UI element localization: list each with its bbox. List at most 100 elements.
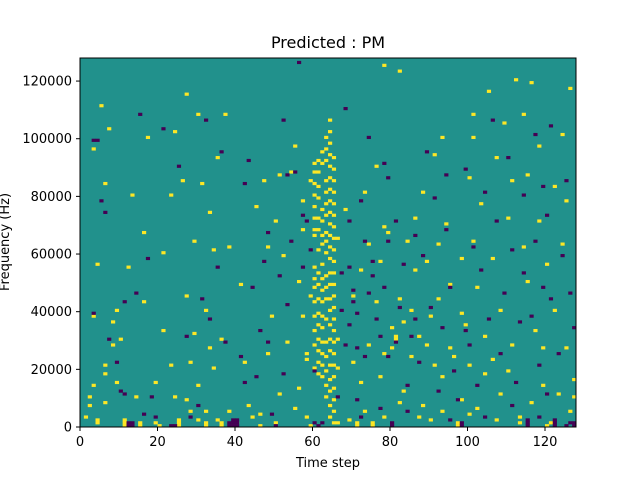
heatmap-cell-high: [320, 300, 325, 304]
heatmap-cell-high: [545, 424, 550, 428]
heatmap-cell-low: [219, 150, 224, 154]
heatmap-cell-high: [308, 294, 313, 298]
heatmap-cell-low: [161, 127, 166, 131]
heatmap-cell-low: [374, 317, 379, 321]
heatmap-cell-high: [421, 403, 426, 408]
heatmap-cell-low: [254, 375, 259, 379]
heatmap-cell-high: [142, 300, 147, 304]
heatmap-cell-high: [328, 130, 333, 134]
heatmap-cell-high: [320, 363, 325, 367]
heatmap-cell-low: [207, 317, 213, 321]
heatmap-cell-high: [328, 377, 333, 382]
heatmap-cell-low: [359, 415, 364, 419]
heatmap-cell-high: [421, 190, 426, 194]
heatmap-cell-high: [103, 181, 108, 186]
heatmap-cell-low: [382, 285, 387, 289]
heatmap-cell-high: [273, 219, 278, 223]
heatmap-cell-high: [331, 156, 337, 160]
heatmap-cell-high: [331, 305, 337, 310]
heatmap-cell-high: [428, 418, 433, 422]
heatmap-cell-low: [359, 199, 364, 203]
heatmap-cell-high: [320, 288, 325, 292]
heatmap-cell-high: [122, 421, 127, 425]
heatmap-cell-high: [316, 158, 321, 163]
heatmap-cell-high: [525, 279, 530, 284]
heatmap-cell-high: [459, 256, 464, 261]
heatmap-cell-high: [475, 406, 480, 410]
heatmap-cell-low: [235, 421, 240, 425]
heatmap-cell-high: [103, 372, 108, 376]
heatmap-cell-low: [568, 291, 573, 295]
heatmap-cell-high: [300, 228, 306, 232]
heatmap-cell-high: [328, 222, 333, 226]
heatmap-cell-low: [231, 418, 236, 422]
heatmap-cell-high: [180, 179, 185, 183]
heatmap-cell-low: [483, 190, 488, 194]
heatmap-cell-high: [312, 277, 317, 281]
heatmap-cell-low: [440, 326, 445, 330]
heatmap-cell-low: [448, 418, 453, 422]
heatmap-cell-high: [467, 412, 472, 416]
heatmap-cell-high: [455, 421, 461, 425]
heatmap-cell-high: [308, 179, 313, 183]
heatmap-cell-high: [331, 282, 337, 287]
heatmap-cell-high: [552, 184, 557, 189]
heatmap-cell-low: [448, 285, 453, 289]
heatmap-cell-high: [521, 112, 526, 116]
heatmap-cell-high: [483, 372, 488, 376]
heatmap-cell-low: [281, 118, 286, 122]
heatmap-cell-high: [320, 326, 325, 330]
heatmap-cell-high: [304, 352, 309, 356]
heatmap-cell-high: [486, 89, 492, 93]
heatmap-cell-low: [510, 403, 515, 408]
heatmap-cell-low: [564, 179, 569, 183]
heatmap-cell-high: [390, 326, 395, 330]
y-tick-label: 120000: [22, 75, 72, 90]
heatmap-cell-low: [452, 369, 457, 373]
heatmap-cell-high: [320, 219, 325, 223]
heatmap-cell-high: [324, 135, 329, 140]
heatmap-cell-low: [506, 156, 511, 160]
heatmap-cell-high: [331, 398, 337, 402]
heatmap-cell-high: [564, 199, 569, 203]
heatmap-cell-high: [328, 403, 333, 408]
heatmap-cell-high: [134, 395, 139, 399]
x-tick-label: 100: [455, 435, 480, 450]
heatmap-cell-high: [258, 412, 263, 416]
heatmap-cell-high: [382, 225, 387, 229]
heatmap-cell-high: [328, 245, 333, 249]
heatmap-cell-high: [328, 349, 333, 353]
heatmap-cell-low: [204, 118, 209, 122]
heatmap-cell-high: [316, 282, 321, 287]
heatmap-cell-high: [331, 421, 337, 425]
heatmap-cell-low: [432, 196, 437, 200]
heatmap-cell-low: [297, 60, 302, 65]
heatmap-cell-high: [378, 375, 383, 379]
heatmap-cell-low: [521, 193, 526, 197]
heatmap-cell-high: [529, 81, 534, 85]
heatmap-cell-high: [483, 334, 488, 338]
heatmap-cell-high: [153, 380, 158, 385]
heatmap-cell-high: [556, 392, 561, 396]
heatmap-cell-high: [204, 421, 209, 425]
heatmap-cell-high: [552, 308, 557, 312]
heatmap-cell-high: [320, 233, 325, 238]
x-axis-label: Time step: [295, 456, 360, 471]
heatmap-cell-low: [413, 233, 418, 238]
x-tick-label: 40: [227, 435, 244, 450]
heatmap-cell-low: [378, 406, 383, 410]
heatmap-cell-low: [529, 314, 534, 318]
heatmap-cell-high: [281, 254, 286, 258]
heatmap-cell-high: [366, 343, 371, 347]
heatmap-cell-high: [448, 346, 453, 350]
heatmap-cell-high: [328, 199, 333, 203]
heatmap-cell-high: [188, 409, 193, 413]
heatmap-cell-high: [304, 357, 309, 361]
heatmap-cell-high: [417, 415, 422, 419]
heatmap-cell-low: [335, 395, 340, 399]
heatmap-cell-high: [312, 228, 317, 232]
plot-frame: [79, 57, 577, 428]
heatmap-cell-high: [506, 369, 511, 373]
heatmap-cell-high: [320, 352, 325, 356]
heatmap-cell-high: [471, 239, 476, 243]
